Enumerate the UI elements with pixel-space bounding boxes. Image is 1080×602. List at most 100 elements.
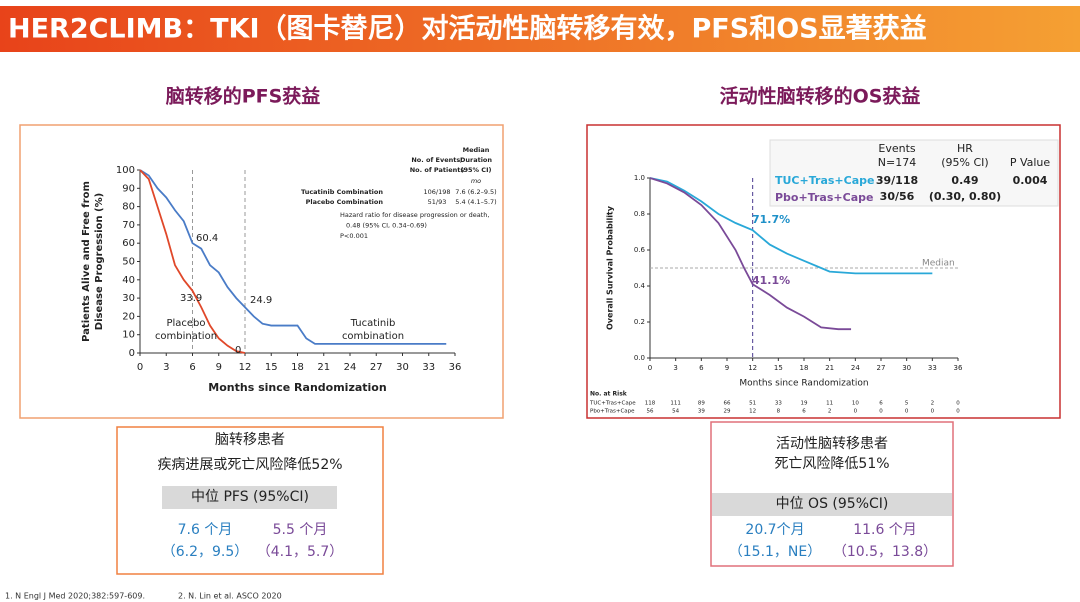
table-cell: 39/118 [876, 174, 918, 187]
legend-entry: Tucatinib Combination [301, 188, 383, 196]
summary-text: 死亡风险降低51% [774, 456, 889, 472]
table-header: HR [957, 142, 973, 155]
at-risk-value: 39 [698, 409, 705, 415]
table-header: Events [878, 142, 916, 155]
title-bar [0, 6, 1080, 52]
curve-label: combination [155, 331, 217, 342]
summary-text: 脑转移患者 [215, 432, 285, 448]
at-risk-value: 2 [931, 401, 935, 407]
at-risk-value: 6 [802, 409, 806, 415]
x-tick-label: 36 [449, 362, 462, 373]
note: P<0.001 [340, 232, 368, 240]
y-tick-label: 100 [116, 165, 135, 176]
legend-entry: TUC+Tras+Cape [775, 174, 874, 187]
table-header: P Value [1010, 156, 1051, 169]
at-risk-value: 2 [828, 409, 832, 415]
y-tick-label: 0.6 [634, 246, 646, 254]
at-risk-value: 29 [724, 409, 731, 415]
y-tick-label: 80 [122, 202, 135, 213]
note: 0.48 (95% CI, 0.34–0.69) [346, 222, 427, 230]
x-tick-label: 27 [877, 364, 886, 372]
median-value: 7.6 个月 [178, 522, 233, 538]
table-cell: 30/56 [880, 190, 915, 203]
x-tick-label: 30 [902, 364, 911, 372]
at-risk-value: 19 [801, 401, 808, 407]
at-risk-value: 0 [854, 409, 858, 415]
x-tick-label: 6 [189, 362, 195, 373]
legend-entry: Placebo Combination [306, 198, 384, 206]
survival-curve [139, 169, 246, 354]
summary-box [710, 421, 954, 567]
subtitle: 活动性脑转移的OS获益 [720, 85, 921, 108]
x-tick-label: 3 [673, 364, 677, 372]
legend-unit: mo [471, 177, 481, 185]
at-risk-value: 10 [852, 401, 859, 407]
x-tick-label: 30 [396, 362, 409, 373]
at-risk-value: 54 [672, 409, 679, 415]
x-tick-label: 33 [422, 362, 435, 373]
at-risk-value: 111 [670, 401, 681, 407]
at-risk-value: 0 [956, 409, 960, 415]
median-value: 11.6 个月 [853, 522, 917, 538]
note: Hazard ratio for disease progression or … [340, 211, 489, 219]
y-tick-label: 0.2 [634, 318, 645, 326]
y-tick-label: 90 [122, 183, 135, 194]
at-risk-value: 89 [698, 401, 705, 407]
x-tick-label: 33 [928, 364, 937, 372]
chart-frame [19, 124, 504, 419]
x-tick-label: 6 [699, 364, 704, 372]
table-cell: (0.30, 0.80) [929, 190, 1001, 203]
x-tick-label: 36 [954, 364, 963, 372]
at-risk-label: TUC+Tras+Cape [589, 401, 636, 407]
y-tick-label: 50 [122, 257, 135, 268]
x-tick-label: 21 [825, 364, 834, 372]
summary-text: 活动性脑转移患者 [776, 436, 888, 452]
at-risk-value: 0 [931, 409, 935, 415]
legend-header: Duration [460, 156, 492, 164]
x-tick-label: 9 [216, 362, 222, 373]
at-risk-value: 118 [645, 401, 656, 407]
at-risk-value: 11 [826, 401, 833, 407]
table-cell: 0.49 [951, 174, 978, 187]
y-tick-label: 1.0 [634, 174, 645, 182]
x-tick-label: 3 [163, 362, 169, 373]
at-risk-value: 0 [879, 409, 883, 415]
table-header: N=174 [878, 156, 916, 169]
summary-box [116, 426, 384, 575]
legend-cell: 5.4 (4.1–5.7) [455, 198, 496, 206]
x-tick-label: 27 [370, 362, 383, 373]
at-risk-value: 51 [749, 401, 756, 407]
x-tick-label: 12 [239, 362, 252, 373]
stats-table [769, 139, 1059, 207]
median-header: 中位 PFS (95%CI) [191, 489, 309, 505]
curve-label: Placebo [166, 318, 205, 329]
at-risk-value: 0 [905, 409, 909, 415]
y-axis-label: Disease Progression (%) [94, 193, 105, 330]
survival-curve [139, 169, 447, 345]
median-value: 5.5 个月 [273, 522, 328, 538]
annotation: 71.7% [752, 213, 790, 226]
at-risk-value: 8 [777, 409, 781, 415]
chart-frame [586, 124, 1061, 419]
x-tick-label: 24 [851, 364, 860, 372]
y-tick-label: 0.8 [634, 210, 645, 218]
y-tick-label: 0.0 [634, 354, 645, 362]
x-axis-label: Months since Randomization [739, 379, 868, 389]
slide-title: HER2CLIMB：TKI（图卡替尼）对活动性脑转移有效，PFS和OS显著获益 [8, 14, 927, 45]
y-tick-label: 20 [122, 311, 135, 322]
legend-header: No. of Events/ [411, 156, 463, 164]
at-risk-value: 0 [956, 401, 960, 407]
median-ci: （4.1，5.7） [257, 544, 344, 560]
annotation: 0 [235, 345, 241, 356]
x-tick-label: 12 [748, 364, 757, 372]
x-tick-label: 15 [265, 362, 278, 373]
annotation: 33.9 [180, 293, 202, 304]
median-header-bg [712, 493, 952, 516]
y-tick-label: 60 [122, 238, 135, 249]
curve-label: combination [342, 331, 404, 342]
y-tick-label: 10 [122, 330, 135, 341]
y-tick-label: 0.4 [634, 282, 646, 290]
y-tick-label: 30 [122, 293, 135, 304]
median-ci: （10.5，13.8） [833, 544, 937, 560]
